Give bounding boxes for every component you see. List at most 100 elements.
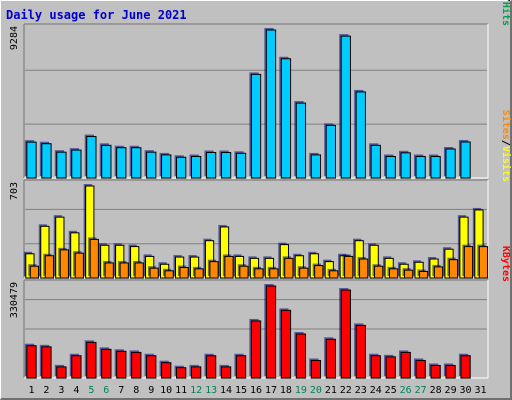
bar-kbytes-day-26	[400, 351, 411, 379]
bar-kbytes-day-8	[131, 351, 142, 379]
bar-hits-day-28	[430, 155, 441, 179]
bar-hits-day-19	[295, 102, 307, 179]
bar-kbytes-day-29	[445, 364, 456, 379]
x-tick-label-day-29: 29	[445, 385, 457, 396]
bar-sites-day-29	[448, 259, 459, 279]
bar-sites-day-20	[314, 265, 324, 279]
bar-hits-day-13	[205, 151, 217, 179]
legend-label: Pages/Files/Hits	[500, 0, 512, 26]
legend-entry: Sites	[500, 110, 512, 140]
bar-sites-day-9	[149, 267, 159, 279]
bar-hits-day-17	[265, 29, 277, 179]
bar-hits-day-24	[370, 144, 381, 179]
bar-kbytes-day-12	[190, 366, 202, 379]
bar-kbytes-day-6	[101, 348, 112, 379]
x-tick-label-day-13: 13	[205, 385, 217, 396]
bar-hits-day-27	[415, 155, 426, 179]
x-tick-label-day-10: 10	[160, 385, 172, 396]
x-tick-label-day-2: 2	[43, 385, 49, 396]
x-tick-label-day-30: 30	[460, 385, 472, 396]
bar-kbytes-day-5	[86, 341, 97, 379]
bar-sites-day-1	[29, 265, 40, 279]
x-tick-label-day-7: 7	[118, 385, 124, 396]
bar-hits-day-10	[161, 154, 172, 179]
bar-sites-day-24	[374, 265, 384, 279]
x-tick-label-day-15: 15	[235, 385, 247, 396]
bar-hits-day-21	[325, 124, 336, 179]
y-max-label: 330479	[9, 282, 20, 318]
bar-kbytes-day-16	[250, 320, 262, 379]
bar-sites-day-19	[299, 267, 309, 279]
bar-kbytes-day-21	[325, 338, 336, 379]
bar-kbytes-day-10	[161, 362, 172, 379]
x-tick-label-day-24: 24	[370, 385, 382, 396]
bar-sites-day-31	[478, 246, 489, 279]
bar-hits-day-4	[71, 149, 82, 179]
bar-kbytes-day-24	[370, 355, 381, 379]
bar-kbytes-day-9	[146, 355, 157, 379]
bar-kbytes-day-19	[295, 333, 307, 379]
x-tick-label-day-1: 1	[28, 385, 34, 396]
x-tick-label-day-11: 11	[175, 385, 187, 396]
bar-hits-day-5	[86, 136, 97, 179]
x-tick-label-day-21: 21	[325, 385, 337, 396]
x-tick-label-day-20: 20	[310, 385, 322, 396]
y-max-label: 9284	[9, 26, 20, 50]
bar-kbytes-day-23	[355, 324, 366, 379]
bar-hits-day-12	[190, 155, 202, 179]
legend-entry: Visits	[500, 146, 512, 182]
bar-sites-day-13	[209, 261, 219, 279]
legend-entry: /	[500, 140, 511, 146]
bar-sites-day-27	[418, 270, 429, 279]
bar-sites-day-26	[403, 269, 414, 279]
bar-sites-day-21	[329, 270, 339, 279]
bar-kbytes-day-30	[460, 355, 471, 379]
x-tick-label-day-12: 12	[190, 385, 202, 396]
bar-sites-day-6	[104, 262, 114, 279]
bar-hits-day-14	[220, 151, 232, 179]
bar-sites-day-16	[254, 268, 264, 279]
bar-sites-day-5	[89, 238, 99, 279]
bar-sites-day-25	[389, 268, 399, 279]
bar-hits-day-11	[176, 156, 187, 179]
bar-hits-day-1	[26, 141, 37, 179]
x-tick-label-day-9: 9	[148, 385, 154, 396]
bar-hits-day-16	[250, 73, 262, 179]
bar-kbytes-day-17	[265, 285, 277, 379]
bar-sites-day-3	[59, 249, 69, 279]
bar-kbytes-day-7	[116, 350, 127, 379]
bar-hits-day-30	[460, 141, 471, 179]
bar-sites-day-7	[119, 262, 129, 279]
x-tick-label-day-5: 5	[88, 385, 94, 396]
bar-kbytes-day-27	[415, 359, 426, 379]
bar-hits-day-25	[385, 155, 396, 179]
bar-hits-day-3	[56, 151, 67, 179]
chart-title: Daily usage for June 2021	[6, 8, 187, 22]
bar-kbytes-day-22	[340, 289, 351, 379]
bar-kbytes-day-4	[71, 355, 82, 379]
bar-hits-day-9	[146, 151, 157, 179]
bar-kbytes-day-14	[220, 366, 232, 379]
bar-sites-day-12	[194, 268, 204, 279]
bar-kbytes-day-15	[235, 355, 247, 379]
bar-kbytes-day-13	[205, 355, 217, 379]
bar-hits-day-6	[101, 144, 112, 179]
bar-sites-day-17	[269, 268, 279, 279]
bar-hits-day-23	[355, 91, 366, 179]
bar-sites-day-14	[224, 255, 234, 279]
bar-sites-day-8	[134, 262, 144, 279]
bar-sites-day-23	[359, 258, 369, 279]
x-tick-label-day-28: 28	[430, 385, 442, 396]
x-tick-label-day-25: 25	[385, 385, 397, 396]
bar-sites-day-30	[463, 246, 474, 279]
bar-sites-day-22	[344, 255, 354, 279]
bar-hits-day-15	[235, 152, 247, 179]
bar-kbytes-day-25	[385, 356, 396, 379]
bar-sites-day-4	[74, 252, 84, 279]
bar-kbytes-day-1	[26, 345, 37, 379]
x-tick-label-day-31: 31	[474, 385, 486, 396]
x-tick-label-day-6: 6	[103, 385, 109, 396]
bar-sites-day-2	[44, 255, 54, 279]
bar-sites-day-28	[433, 266, 444, 279]
x-tick-label-day-23: 23	[355, 385, 367, 396]
